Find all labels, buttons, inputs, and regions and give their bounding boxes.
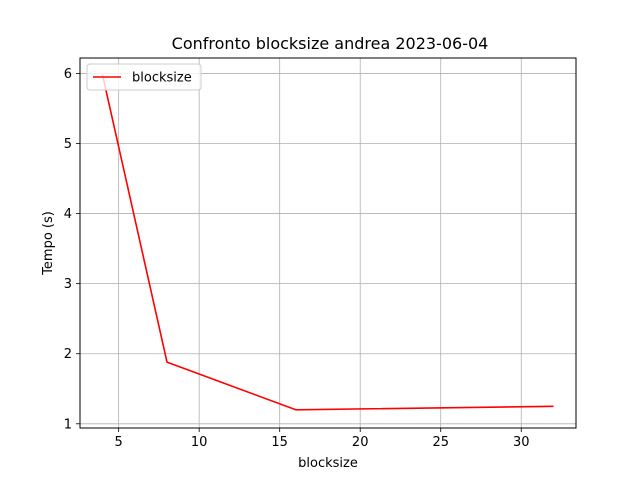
x-axis-label: blocksize — [298, 456, 358, 471]
series-line-blocksize — [101, 74, 554, 411]
y-tick-label: 3 — [64, 277, 72, 292]
x-tick-label: 30 — [513, 435, 530, 450]
x-tick-label: 15 — [271, 435, 288, 450]
y-tick-label: 1 — [64, 417, 72, 432]
legend-label: blocksize — [132, 71, 192, 86]
series-group — [101, 74, 554, 411]
y-tick-label: 6 — [64, 67, 72, 82]
x-tick-label: 5 — [115, 435, 123, 450]
y-tick-label: 4 — [64, 207, 72, 222]
y-tick-label: 2 — [64, 347, 72, 362]
x-axis: 5 10 15 20 25 30 — [115, 428, 530, 450]
y-axis: 1 2 3 4 5 6 — [64, 67, 80, 432]
grid — [80, 58, 576, 428]
x-tick-label: 25 — [432, 435, 449, 450]
x-tick-label: 20 — [352, 435, 369, 450]
chart-title: Confronto blocksize andrea 2023-06-04 — [172, 34, 489, 53]
y-tick-label: 5 — [64, 137, 72, 152]
legend: blocksize — [86, 63, 202, 91]
plot-frame — [79, 57, 577, 429]
legend-box — [86, 63, 202, 91]
x-tick-label: 10 — [191, 435, 208, 450]
y-axis-label: Tempo (s) — [41, 211, 56, 276]
